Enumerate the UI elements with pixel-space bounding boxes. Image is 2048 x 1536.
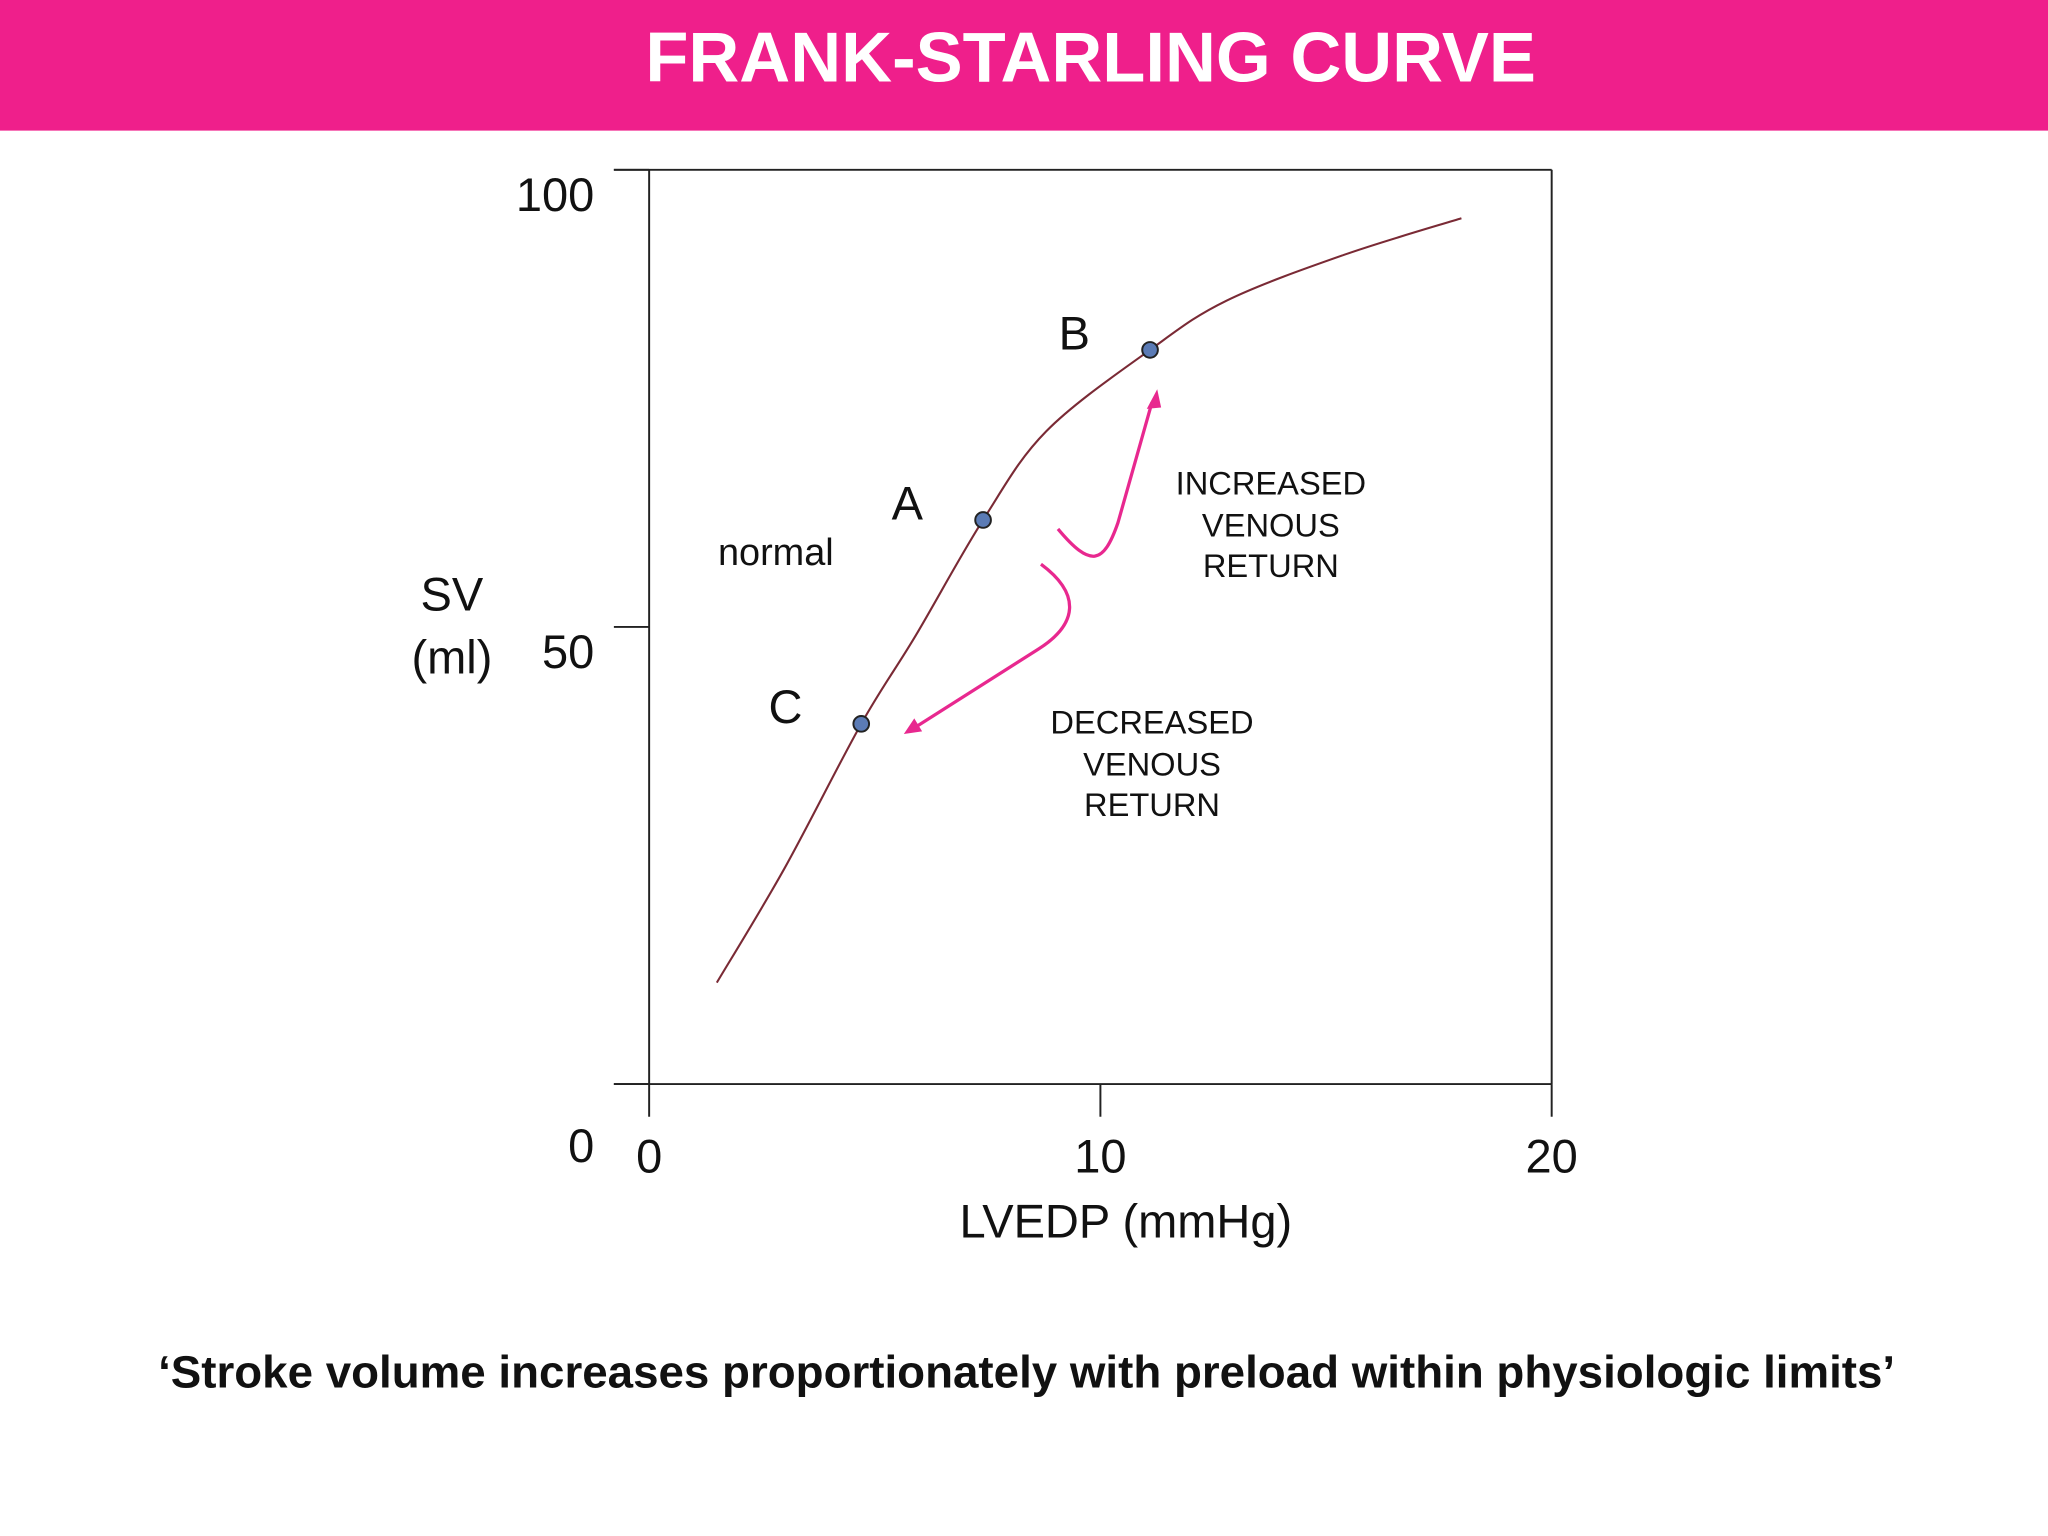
- annotation: INCREASED VENOUS RETURN DECREASED VENOUS…: [1050, 465, 1366, 823]
- title: FRANK-STARLING CURVE: [645, 17, 1536, 96]
- frame: [613, 168, 1553, 1086]
- arrowhead: [903, 718, 923, 735]
- annotation-line: RETURN: [1084, 786, 1220, 823]
- y-axis-label: SV: [421, 568, 484, 621]
- annotation-line: VENOUS: [1083, 745, 1221, 782]
- y-tick-label: 50: [542, 625, 594, 678]
- legend-label: normal: [718, 532, 834, 574]
- annotation-line: VENOUS: [1202, 506, 1340, 543]
- point-label: B: [1059, 306, 1090, 359]
- y-axis-label: (ml): [411, 630, 492, 683]
- point: [852, 715, 871, 733]
- arrow-increased: [1056, 401, 1154, 558]
- header-bar: [0, 0, 2048, 131]
- point-label: C: [768, 680, 802, 733]
- caption: ‘Stroke volume increases proportionately…: [158, 1346, 1895, 1397]
- x-tick-label: 20: [1526, 1129, 1578, 1182]
- point-label: A: [892, 476, 924, 529]
- x-tick-label: 10: [1074, 1129, 1126, 1182]
- annotation-line: RETURN: [1203, 547, 1339, 584]
- y-tick-label: 100: [516, 168, 594, 221]
- x-axis-label: LVEDP (mmHg): [960, 1195, 1293, 1248]
- annotation-line: INCREASED: [1176, 465, 1366, 502]
- point: [974, 511, 992, 529]
- x-tick-label: 0: [636, 1129, 662, 1182]
- curve: [715, 217, 1462, 984]
- point: [1141, 341, 1159, 359]
- annotation-line: DECREASED: [1050, 704, 1253, 741]
- arrowhead: [1146, 389, 1162, 409]
- arrows: [916, 401, 1154, 728]
- y-tick-label: 0: [568, 1119, 594, 1172]
- arrow-decreased: [916, 562, 1072, 728]
